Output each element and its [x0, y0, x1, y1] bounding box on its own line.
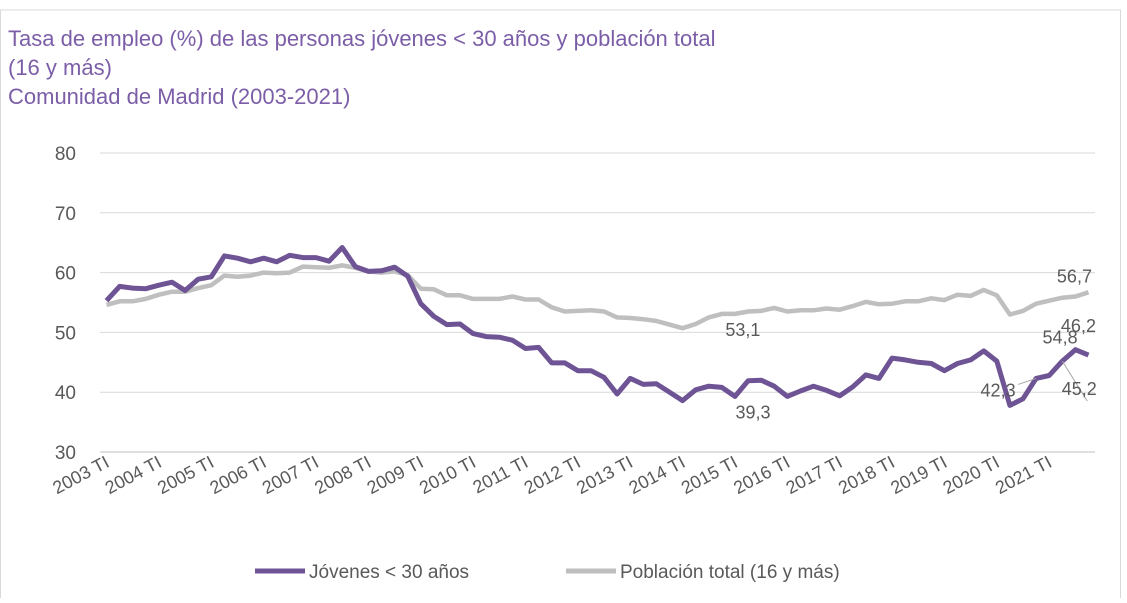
data-label: 46,2: [1061, 316, 1096, 336]
label-leader: [1061, 360, 1088, 402]
data-label: 39,3: [735, 402, 770, 422]
chart-subtitle: Comunidad de Madrid (2003-2021): [8, 84, 350, 109]
chart-frame: [0, 9, 1121, 601]
y-tick-label: 70: [55, 204, 76, 225]
y-tick-label: 40: [55, 383, 76, 404]
data-label: 42,3: [981, 380, 1016, 400]
y-tick-label: 80: [55, 144, 76, 165]
data-label: 56,7: [1057, 266, 1092, 286]
chart-title: Tasa de empleo (%) de las personas jóven…: [8, 26, 716, 51]
data-label: 54,8: [1043, 328, 1078, 348]
y-tick-label: 50: [55, 323, 76, 344]
legend-label: Jóvenes < 30 años: [309, 562, 469, 583]
y-tick-label: 60: [55, 264, 76, 285]
chart-title-line: (16 y más): [8, 55, 112, 80]
series-line: [105, 263, 1090, 331]
label-leader: [1017, 377, 1037, 385]
legend-label: Población total (16 y más): [620, 562, 840, 583]
data-label: 53,1: [725, 320, 760, 340]
series-line: [104, 245, 1090, 408]
y-tick-label: 30: [55, 443, 76, 464]
data-label: 45,2: [1062, 379, 1097, 399]
